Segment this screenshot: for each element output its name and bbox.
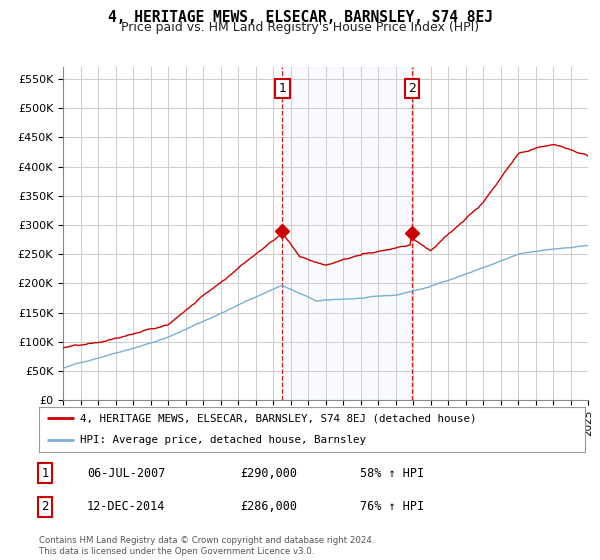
Text: 12-DEC-2014: 12-DEC-2014 [87,500,166,514]
Text: 2: 2 [408,82,416,95]
Text: 06-JUL-2007: 06-JUL-2007 [87,466,166,480]
Bar [283,67,412,400]
Text: 76% ↑ HPI: 76% ↑ HPI [360,500,424,514]
Text: 4, HERITAGE MEWS, ELSECAR, BARNSLEY, S74 8EJ (detached house): 4, HERITAGE MEWS, ELSECAR, BARNSLEY, S74… [80,413,476,423]
Text: Contains HM Land Registry data © Crown copyright and database right 2024.
This d: Contains HM Land Registry data © Crown c… [39,536,374,556]
Text: HPI: Average price, detached house, Barnsley: HPI: Average price, detached house, Barn… [80,435,366,445]
Text: £290,000: £290,000 [240,466,297,480]
Text: 2: 2 [41,500,49,514]
Text: 58% ↑ HPI: 58% ↑ HPI [360,466,424,480]
Text: £286,000: £286,000 [240,500,297,514]
Text: 4, HERITAGE MEWS, ELSECAR, BARNSLEY, S74 8EJ: 4, HERITAGE MEWS, ELSECAR, BARNSLEY, S74… [107,10,493,25]
Text: 1: 1 [41,466,49,480]
Text: Price paid vs. HM Land Registry's House Price Index (HPI): Price paid vs. HM Land Registry's House … [121,21,479,34]
Text: 1: 1 [278,82,286,95]
